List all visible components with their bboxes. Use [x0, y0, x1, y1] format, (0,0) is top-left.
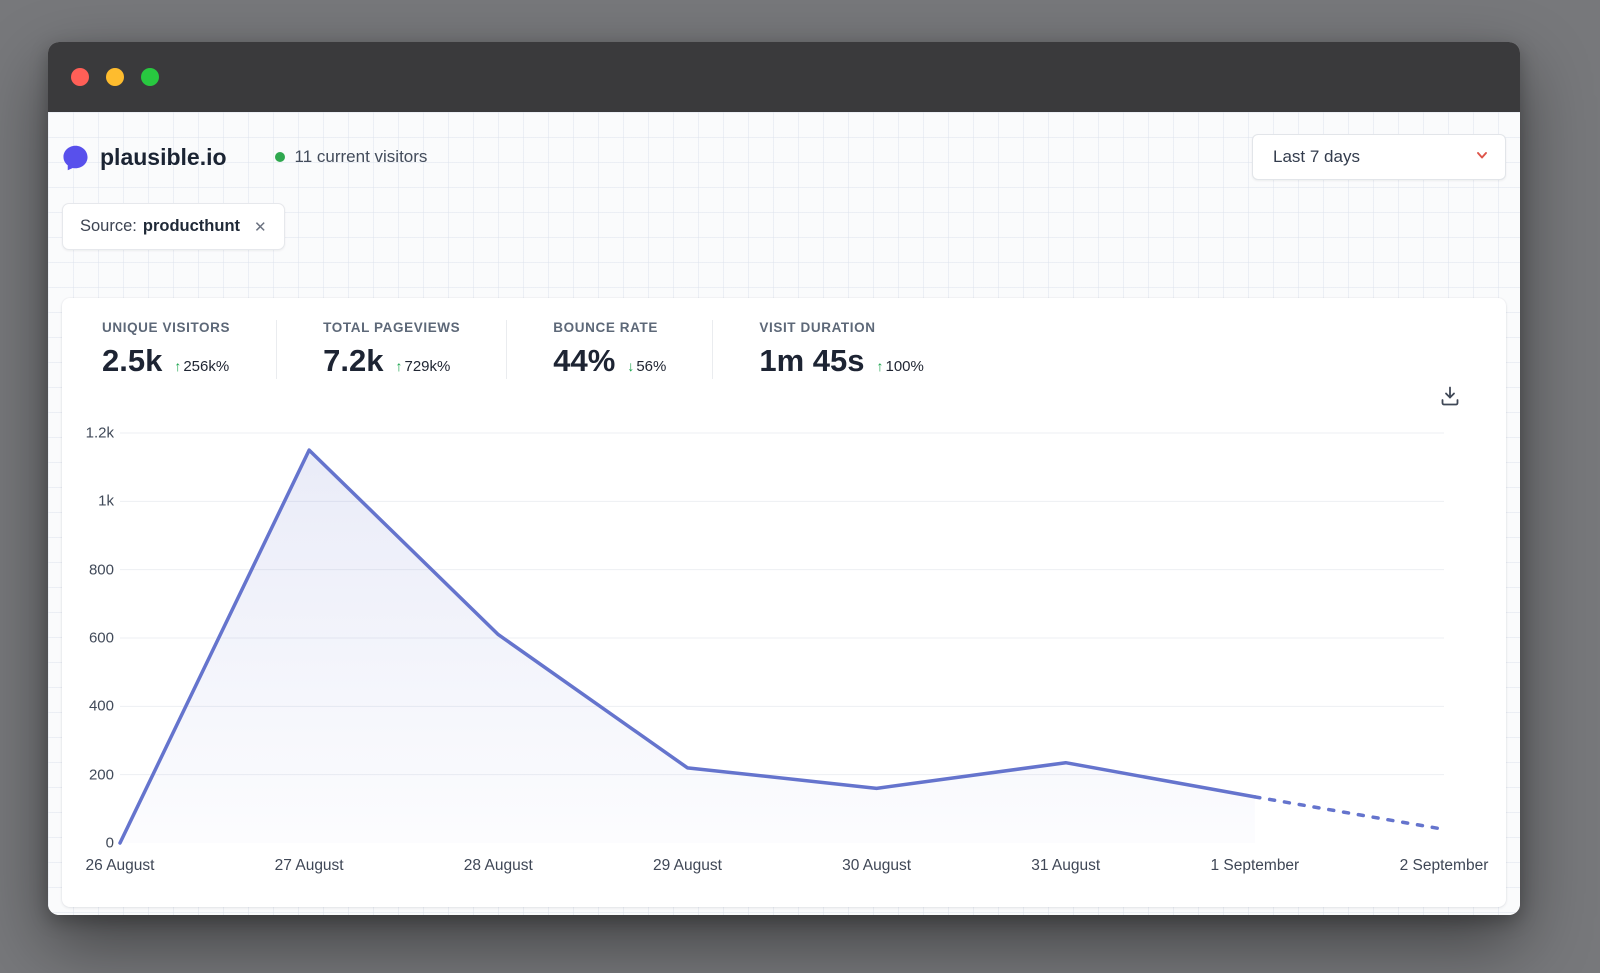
x-tick-label: 31 August [1031, 857, 1101, 874]
stat-label: BOUNCE RATE [553, 320, 658, 335]
current-visitors-label: 11 current visitors [294, 147, 428, 166]
y-tick-label: 800 [88, 561, 114, 579]
area-fill [120, 450, 1255, 843]
window-titlebar [48, 42, 1520, 112]
filter-chip-label: Source: [80, 217, 137, 235]
plausible-logo-icon [62, 144, 89, 171]
stat-label: UNIQUE VISITORS [102, 320, 231, 335]
chart-plot [118, 432, 1446, 845]
y-tick-label: 0 [105, 834, 114, 852]
trend-line-solid [118, 448, 1257, 845]
stat-value: 1m 45s [759, 343, 865, 378]
up-arrow-icon: ↑ [174, 358, 182, 374]
x-tick-label: 26 August [85, 857, 155, 874]
chart-y-axis: 0 200 400 600 800 1k 1.2k [86, 425, 120, 852]
chevron-down-icon [1474, 147, 1490, 168]
dashboard-content: plausible.io 11 current visitors Last 7 … [48, 112, 1520, 915]
stat-value-row: 44% ↓ 56% [553, 343, 666, 379]
stat-total-pageviews[interactable]: TOTAL PAGEVIEWS 7.2k ↑ 729k% [323, 320, 508, 379]
visitors-line-chart [118, 432, 1446, 845]
up-arrow-icon: ↑ [395, 358, 403, 374]
live-dot-icon [274, 152, 285, 162]
stat-delta-value: 256k% [183, 358, 230, 375]
down-arrow-icon: ↓ [627, 358, 635, 374]
stat-delta: ↑ 729k% [395, 358, 450, 375]
stats-row: UNIQUE VISITORS 2.5k ↑ 256k% TOTAL PAGEVIEWS… [86, 318, 1482, 379]
date-range-label: Last 7 days [1273, 147, 1360, 166]
stat-label: TOTAL PAGEVIEWS [323, 320, 461, 335]
stat-delta: ↑ 100% [877, 358, 924, 375]
filter-chip-value: producthunt [142, 217, 241, 235]
stat-visit-duration[interactable]: VISIT DURATION 1m 45s ↑ 100% [759, 320, 970, 379]
trend-line-dashed [1253, 795, 1446, 832]
app-window: plausible.io 11 current visitors Last 7 … [48, 42, 1520, 915]
stat-delta: ↓ 56% [627, 358, 666, 375]
current-visitors[interactable]: 11 current visitors [274, 147, 428, 167]
analytics-card: UNIQUE VISITORS 2.5k ↑ 256k% TOTAL PAGEVIEWS… [62, 298, 1506, 907]
chart-x-axis: 26 August 27 August 28 August 29 August 30 A… [86, 855, 1489, 881]
x-tick-label: 30 August [842, 857, 912, 874]
stat-bounce-rate[interactable]: BOUNCE RATE 44% ↓ 56% [553, 320, 714, 379]
x-tick-label: 27 August [274, 857, 344, 874]
close-window-button[interactable] [71, 68, 89, 86]
y-tick-label: 200 [88, 766, 114, 784]
stat-unique-visitors[interactable]: UNIQUE VISITORS 2.5k ↑ 256k% [102, 320, 278, 379]
filter-chip-source[interactable]: Source: producthunt ✕ [62, 203, 285, 250]
stat-label: VISIT DURATION [759, 320, 876, 335]
x-tick-label: 29 August [652, 857, 722, 874]
minimize-window-button[interactable] [106, 68, 124, 86]
remove-filter-icon[interactable]: ✕ [254, 218, 267, 236]
date-range-selector[interactable]: Last 7 days [1252, 134, 1506, 180]
zoom-window-button[interactable] [141, 68, 159, 86]
stat-value-row: 1m 45s ↑ 100% [759, 343, 924, 379]
download-icon [1441, 386, 1459, 406]
dashboard-header: plausible.io 11 current visitors Last 7 … [62, 134, 1506, 180]
y-tick-label: 600 [88, 629, 114, 647]
up-arrow-icon: ↑ [876, 358, 884, 374]
chart-wrapper: 0 200 400 600 800 1k 1.2k [86, 425, 1482, 852]
y-tick-label: 400 [88, 697, 114, 715]
stat-value-row: 2.5k ↑ 256k% [102, 343, 230, 379]
x-tick-label: 28 August [463, 857, 533, 874]
stat-value-row: 7.2k ↑ 729k% [323, 343, 460, 379]
site-name: plausible.io [100, 143, 227, 170]
x-tick-label: 2 September [1399, 857, 1489, 874]
stat-value: 7.2k [323, 343, 384, 378]
x-tick-label: 1 September [1210, 857, 1300, 874]
stat-value: 44% [553, 343, 616, 378]
stat-delta: ↑ 256k% [174, 358, 229, 375]
stat-delta-value: 100% [885, 358, 924, 375]
stat-value: 2.5k [102, 343, 163, 378]
y-tick-label: 1.2k [85, 424, 114, 442]
y-tick-label: 1k [98, 492, 114, 510]
download-export-button[interactable] [1438, 384, 1462, 408]
stat-delta-value: 729k% [404, 358, 451, 375]
stat-delta-value: 56% [636, 358, 667, 375]
